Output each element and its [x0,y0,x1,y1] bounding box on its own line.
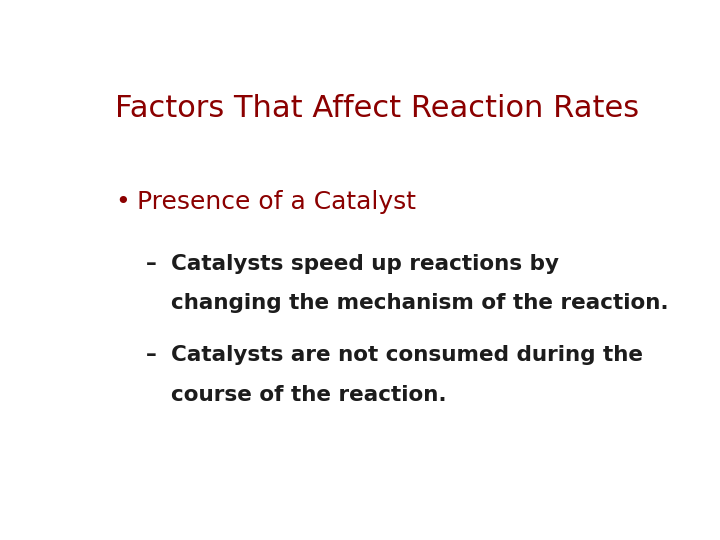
Text: Factors That Affect Reaction Rates: Factors That Affect Reaction Rates [115,94,639,123]
Text: –: – [145,346,156,366]
Text: Catalysts are not consumed during the: Catalysts are not consumed during the [171,346,643,366]
Text: Presence of a Catalyst: Presence of a Catalyst [138,190,416,213]
Text: changing the mechanism of the reaction.: changing the mechanism of the reaction. [171,293,669,314]
Text: •: • [115,190,130,213]
Text: course of the reaction.: course of the reaction. [171,385,446,405]
Text: Catalysts speed up reactions by: Catalysts speed up reactions by [171,254,559,274]
Text: –: – [145,254,156,274]
